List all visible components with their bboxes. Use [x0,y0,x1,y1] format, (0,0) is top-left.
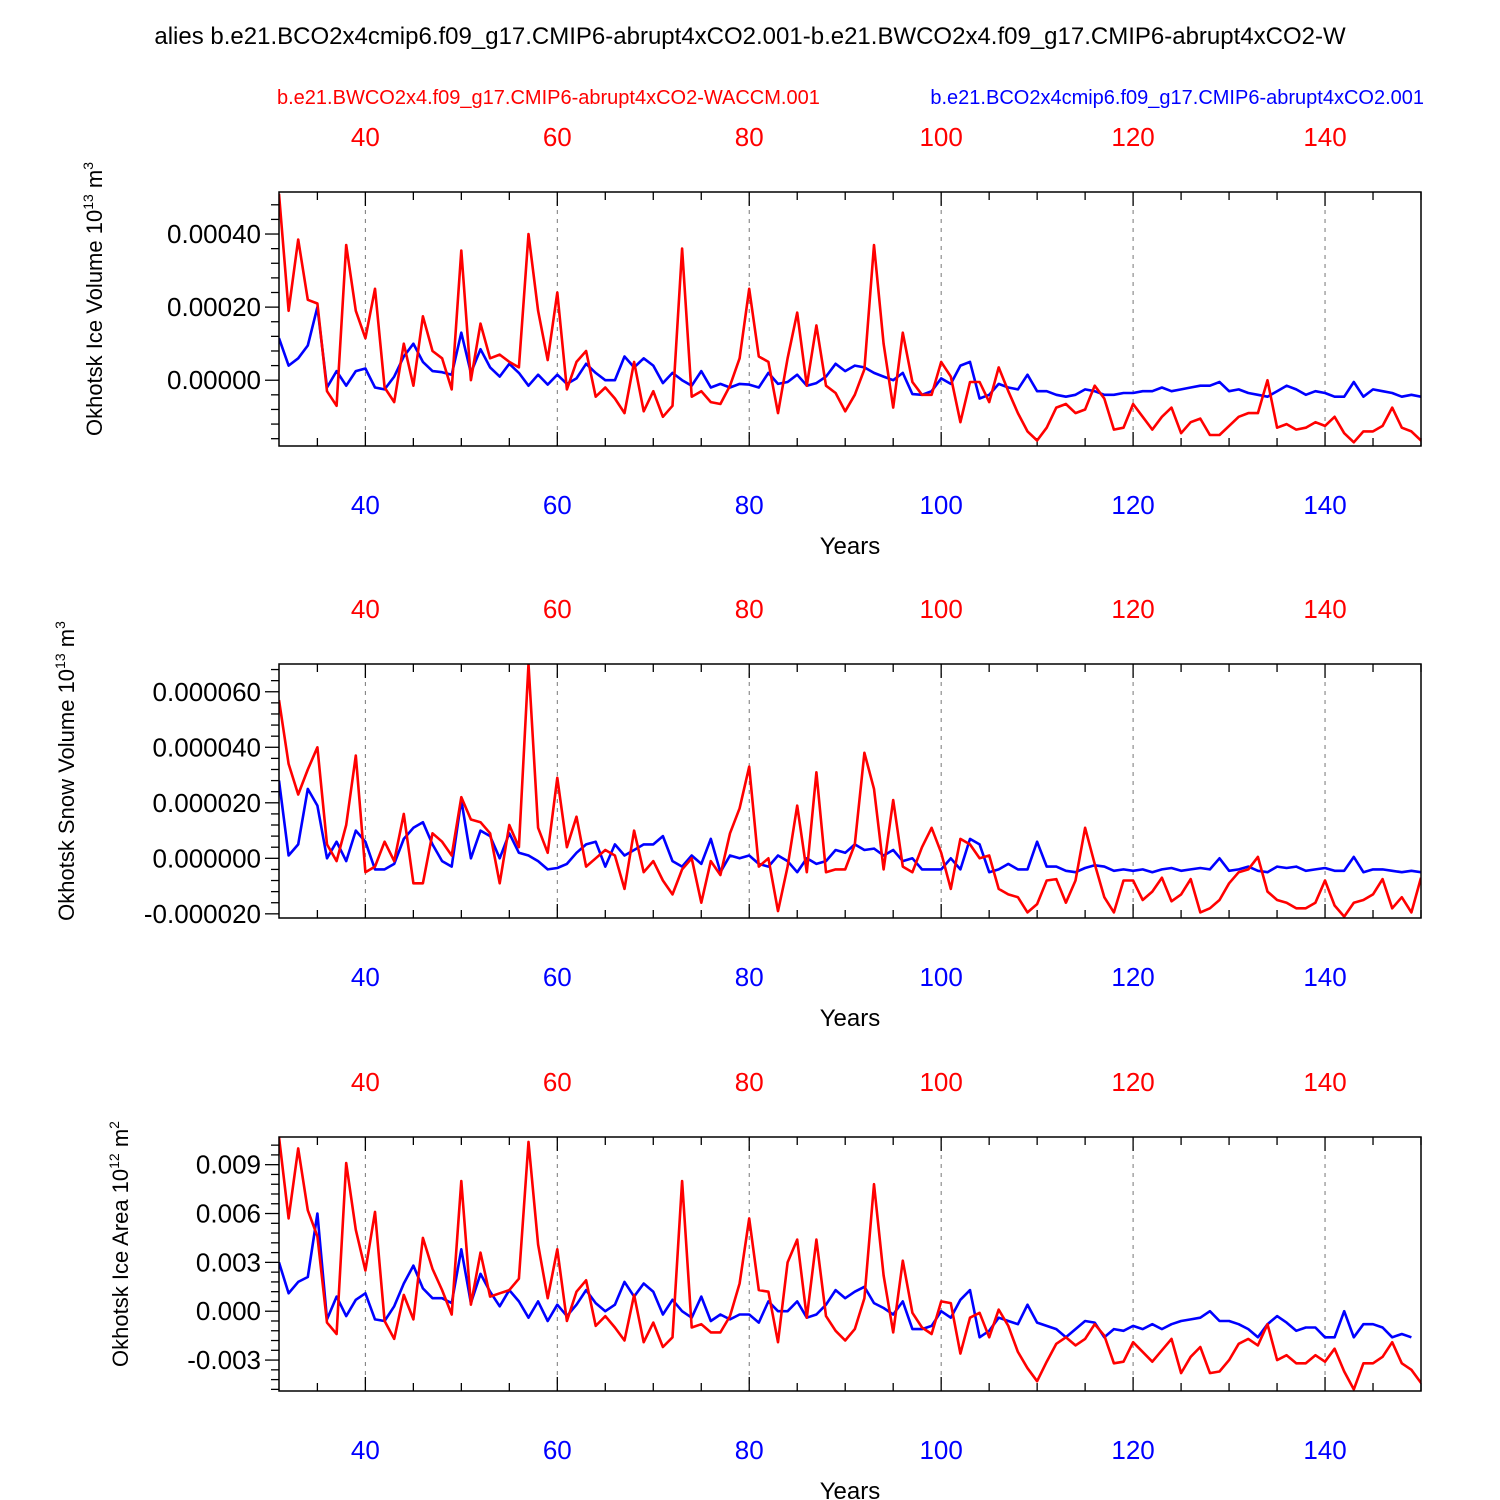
x-tick-label-bottom: 60 [543,490,572,520]
x-tick-label-top: 60 [543,122,572,152]
y-axis-label: Okhotsk Snow Volume 1013 m3 [52,621,79,921]
x-tick-label-bottom: 80 [735,1435,764,1465]
y-axis-label: Okhotsk Ice Volume 1013 m3 [80,162,107,436]
y-axis-label: Okhotsk Ice Area 1012 m2 [106,1121,133,1367]
x-tick-label-bottom: 80 [735,490,764,520]
x-tick-label-top: 40 [351,1067,380,1097]
x-tick-label-bottom: 100 [919,962,962,992]
y-tick-label: 0.000020 [153,788,261,818]
x-tick-label-bottom: 100 [919,1435,962,1465]
x-tick-label-bottom: 60 [543,962,572,992]
x-tick-label-top: 120 [1111,1067,1154,1097]
x-axis-label: Years [820,1478,881,1500]
y-tick-label: 0.000040 [153,732,261,762]
panel-1: 0.00000 0.00020 0.00040 40 40 60 60 80 80 100 100 1… [80,122,1422,560]
plot-frame [278,1136,1422,1392]
panel-2: -0.000020 0.000000 0.000020 0.000040 0.00006… [52,594,1422,1032]
x-tick-label-bottom: 100 [919,490,962,520]
series-line-red [279,1137,1421,1391]
x-tick-label-top: 40 [351,122,380,152]
y-tick-label: -0.003 [187,1345,261,1375]
x-tick-label-top: 80 [735,594,764,624]
x-tick-label-bottom: 80 [735,962,764,992]
series-line-blue [279,1212,1412,1339]
legend-red-label: b.e21.BWCO2x4.f09_g17.CMIP6-abrupt4xCO2-… [277,87,820,109]
x-tick-label-top: 100 [919,122,962,152]
y-tick-label: 0.00040 [167,219,261,249]
x-tick-label-bottom: 60 [543,1435,572,1465]
x-tick-label-top: 60 [543,594,572,624]
y-tick-label: 0.003 [196,1247,261,1277]
y-tick-label: -0.000020 [144,899,261,929]
x-tick-label-bottom: 140 [1303,490,1346,520]
series-line-red [279,193,1421,444]
x-tick-label-bottom: 140 [1303,1435,1346,1465]
x-tick-label-bottom: 40 [351,1435,380,1465]
x-tick-label-top: 40 [351,594,380,624]
x-tick-label-bottom: 120 [1111,490,1154,520]
x-axis-label: Years [820,1005,881,1032]
x-tick-label-top: 80 [735,122,764,152]
x-tick-label-top: 140 [1303,594,1346,624]
x-tick-label-bottom: 40 [351,490,380,520]
x-tick-label-top: 100 [919,1067,962,1097]
y-tick-label: 0.009 [196,1150,261,1180]
x-tick-label-bottom: 40 [351,962,380,992]
y-tick-label: 0.000000 [153,843,261,873]
y-tick-label: 0.000060 [153,677,261,707]
x-tick-label-top: 120 [1111,122,1154,152]
legend-blue-label: b.e21.BCO2x4cmip6.f09_g17.CMIP6-abrupt4x… [930,87,1424,109]
x-tick-label-top: 60 [543,1067,572,1097]
x-tick-label-top: 100 [919,594,962,624]
x-axis-label: Years [820,533,881,560]
series-line-red [279,664,1421,918]
y-tick-label: 0.00020 [167,292,261,322]
plot-frame [278,191,1422,447]
x-tick-label-bottom: 120 [1111,1435,1154,1465]
x-tick-label-top: 120 [1111,594,1154,624]
y-tick-label: 0.006 [196,1199,261,1229]
x-tick-label-top: 80 [735,1067,764,1097]
x-tick-label-top: 140 [1303,1067,1346,1097]
panel-3: -0.003 0.000 0.003 0.006 0.009 40 40 60 60 80 80 10… [106,1067,1422,1500]
x-tick-label-top: 140 [1303,122,1346,152]
x-tick-label-bottom: 120 [1111,962,1154,992]
plot-frame [278,663,1422,919]
series-line-blue [279,780,1421,874]
x-tick-label-bottom: 140 [1303,962,1346,992]
chart-title: alies b.e21.BCO2x4cmip6.f09_g17.CMIP6-ab… [154,23,1346,50]
y-tick-label: 0.00000 [167,365,261,395]
y-tick-label: 0.000 [196,1296,261,1326]
